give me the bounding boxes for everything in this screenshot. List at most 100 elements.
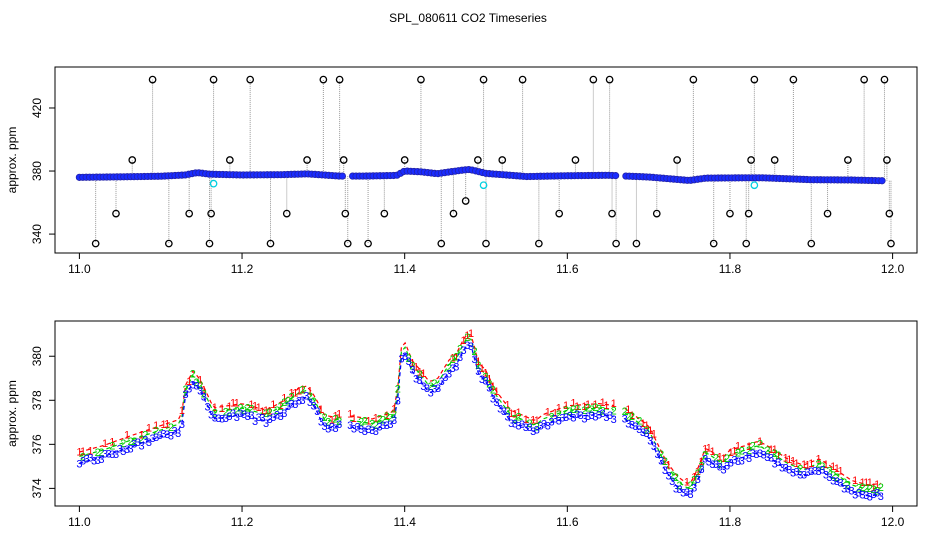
series-marker-3: 3 <box>790 467 796 479</box>
series-marker-3: 3 <box>124 444 130 456</box>
series-marker-3: 3 <box>219 414 225 426</box>
series-marker-3: 3 <box>720 464 726 476</box>
series-line-1 <box>79 333 881 486</box>
series-marker-1: 1 <box>486 374 492 386</box>
series-marker-2: 2 <box>676 480 682 492</box>
series-marker-1: 1 <box>201 385 207 397</box>
outlier-point <box>343 239 352 248</box>
series-marker-3: 3 <box>687 489 693 501</box>
outlier-point <box>612 239 620 248</box>
series-marker-1: 1 <box>161 419 167 431</box>
series-marker-3: 3 <box>336 419 342 431</box>
series-marker-1: 1 <box>409 357 415 369</box>
series-marker-1: 1 <box>684 477 690 489</box>
series-marker-3: 3 <box>128 444 134 456</box>
series-marker-2: 2 <box>856 483 862 495</box>
series-marker-1: 1 <box>300 384 306 396</box>
series-marker-1: 1 <box>651 429 657 441</box>
series-marker-3: 3 <box>362 426 368 438</box>
series-marker-2: 2 <box>380 414 386 426</box>
series-marker-3: 3 <box>234 412 240 424</box>
series-marker-3: 3 <box>644 428 650 440</box>
series-marker-1: 1 <box>373 413 379 425</box>
series-marker-1: 1 <box>698 456 704 468</box>
series-marker-2: 2 <box>391 409 397 421</box>
series-marker-3: 3 <box>267 414 273 426</box>
cyan-point <box>479 181 488 190</box>
series-marker-2: 2 <box>263 408 269 420</box>
series-marker-2: 2 <box>863 483 869 495</box>
series-marker-3: 3 <box>823 469 829 481</box>
series-marker-2: 2 <box>713 453 719 465</box>
series-marker-3: 3 <box>409 365 415 377</box>
series-marker-1: 1 <box>186 376 192 388</box>
series-marker-3: 3 <box>757 448 763 460</box>
series-marker-2: 2 <box>311 396 317 408</box>
series-marker-1: 1 <box>413 362 419 374</box>
series-marker-3: 3 <box>325 423 331 435</box>
series-marker-2: 2 <box>483 371 489 383</box>
series-marker-2: 2 <box>874 485 880 497</box>
series-marker-3: 3 <box>215 413 221 425</box>
series-marker-2: 2 <box>570 404 576 416</box>
series-marker-3: 3 <box>98 454 104 466</box>
series-marker-3: 3 <box>289 399 295 411</box>
outlier-point <box>885 209 894 218</box>
outlier-point <box>112 209 120 218</box>
series-marker-2: 2 <box>431 378 437 390</box>
series-marker-3: 3 <box>870 489 876 501</box>
series-marker-3: 3 <box>113 449 119 461</box>
series-marker-3: 3 <box>534 424 540 436</box>
series-marker-1: 1 <box>603 400 609 412</box>
outlier-point <box>632 239 641 248</box>
series-marker-3: 3 <box>794 467 800 479</box>
series-marker-1: 1 <box>870 482 876 494</box>
series-marker-1: 1 <box>768 444 774 456</box>
series-marker-3: 3 <box>523 422 529 434</box>
series-marker-3: 3 <box>633 421 639 433</box>
series-marker-3: 3 <box>245 411 251 423</box>
series-marker-1: 1 <box>512 409 518 421</box>
series-marker-3: 3 <box>420 381 426 393</box>
x-tick-label: 11.4 <box>393 515 416 529</box>
series-marker-1: 1 <box>292 387 298 399</box>
series-marker-3: 3 <box>768 453 774 465</box>
outlier-point <box>498 156 507 164</box>
outlier-point <box>726 209 734 218</box>
series-marker-3: 3 <box>354 422 360 434</box>
series-marker-3: 3 <box>212 413 218 425</box>
series-marker-2: 2 <box>168 422 174 434</box>
outlier-point <box>437 239 446 248</box>
series-marker-3: 3 <box>548 417 554 429</box>
series-marker-1: 1 <box>270 399 276 411</box>
outlier-point <box>555 209 564 218</box>
outlier-point <box>400 156 409 164</box>
series-marker-3: 3 <box>786 465 792 477</box>
outlier-point <box>339 156 348 164</box>
series-marker-3: 3 <box>204 402 210 414</box>
series-marker-2: 2 <box>472 346 478 358</box>
data-point <box>338 172 346 180</box>
series-marker-3: 3 <box>684 487 690 499</box>
series-marker-2: 2 <box>190 369 196 381</box>
series-marker-3: 3 <box>647 436 653 448</box>
series-marker-2: 2 <box>687 480 693 492</box>
series-marker-3: 3 <box>581 413 587 425</box>
series-marker-1: 1 <box>662 456 668 468</box>
series-marker-1: 1 <box>248 399 254 411</box>
series-marker-3: 3 <box>764 452 770 464</box>
series-marker-3: 3 <box>398 354 404 366</box>
series-marker-3: 3 <box>179 419 185 431</box>
series-marker-3: 3 <box>450 363 456 375</box>
series-marker-1: 1 <box>289 387 295 399</box>
series-marker-2: 2 <box>845 479 851 491</box>
series-marker-3: 3 <box>435 383 441 395</box>
series-marker-2: 2 <box>406 353 412 365</box>
series-marker-3: 3 <box>358 424 364 436</box>
series-marker-1: 1 <box>461 335 467 347</box>
y-axis-title: approx. ppm <box>5 127 19 194</box>
series-marker-1: 1 <box>256 402 262 414</box>
series-marker-2: 2 <box>193 377 199 389</box>
x-tick-label: 12.0 <box>881 515 905 529</box>
x-tick-label: 11.6 <box>556 515 579 529</box>
